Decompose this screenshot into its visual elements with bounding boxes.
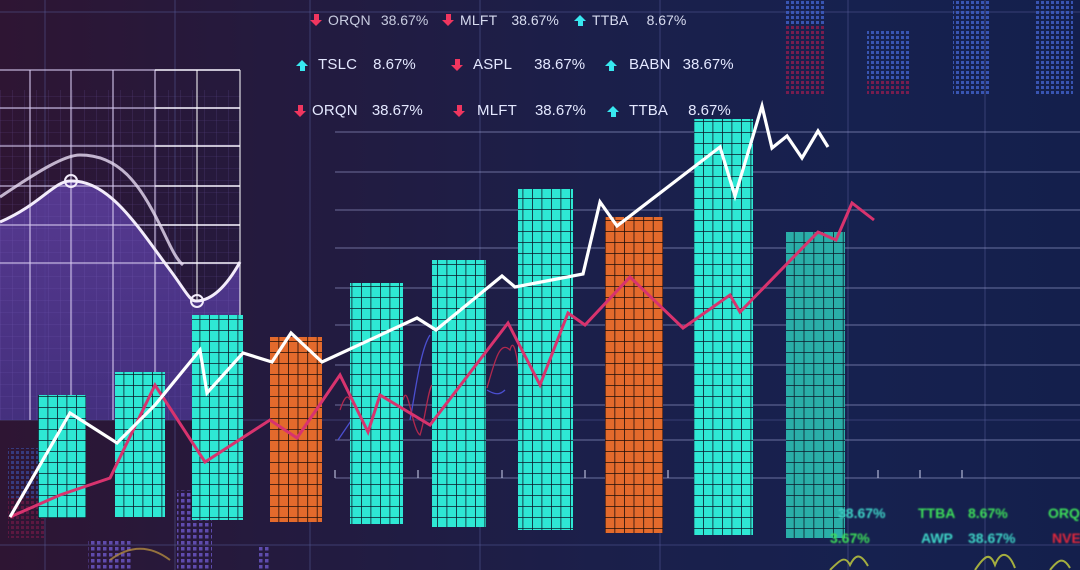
ticker-value: 8.67%	[688, 102, 731, 119]
bar-8	[605, 217, 663, 533]
ticker-orqn-1: ORQN 38.67%	[310, 12, 428, 28]
ticker-value: 38.67%	[511, 12, 559, 28]
bar-10	[786, 232, 845, 538]
ticker-orqn-2: ORQN 38.67%	[294, 102, 423, 119]
bar-6	[432, 260, 486, 527]
ticker-symbol: TTBA	[592, 12, 629, 28]
bar-3	[192, 315, 243, 520]
ticker-symbol: TTBA	[629, 102, 669, 119]
bottom-ticker-symbol: AWP	[921, 530, 953, 546]
up-arrow-icon	[296, 59, 308, 71]
ticker-value: 8.67%	[373, 56, 416, 73]
bottom-ticker-symbol: NVE	[1052, 530, 1080, 546]
bar-9	[694, 119, 753, 535]
ticker-symbol: ASPL	[473, 56, 513, 73]
ticker-value: 38.67%	[534, 102, 586, 119]
bottom-ticker-value: 8.67%	[968, 505, 1008, 521]
bottom-ticker-symbol: TTBA	[918, 505, 956, 521]
ticker-tslc: TSLC 8.67%	[296, 56, 416, 73]
bottom-ticker-value: 38.67%	[838, 505, 886, 521]
ticker-mlft-2: MLFT 38.67%	[453, 102, 586, 119]
ticker-value: 38.67%	[534, 56, 586, 73]
axis-ticks	[334, 470, 963, 478]
up-arrow-icon	[574, 15, 586, 26]
down-arrow-icon	[453, 104, 465, 117]
bar-2	[115, 372, 165, 517]
ticker-value: 38.67%	[380, 12, 429, 28]
ticker-ttba-2: TTBA 8.67%	[607, 102, 731, 119]
inset-wave-chart	[0, 69, 242, 420]
bottom-ticker-symbol: ORQ	[1048, 505, 1080, 521]
ticker-symbol: MLFT	[477, 102, 517, 119]
down-arrow-icon	[451, 58, 463, 71]
ticker-aspl: ASPL 38.67%	[451, 56, 585, 73]
ticker-symbol: BABN	[629, 56, 671, 73]
bottom-ticker-value: 38.67%	[968, 530, 1016, 546]
ticker-babn: BABN 38.67%	[605, 56, 734, 73]
ticker-value: 38.67%	[682, 56, 734, 73]
ticker-symbol: TSLC	[318, 56, 358, 73]
ticker-value: 38.67%	[371, 102, 423, 119]
up-arrow-icon	[607, 105, 619, 117]
pink-trend-line	[9, 200, 875, 519]
down-arrow-icon	[442, 14, 454, 26]
ticker-value: 8.67%	[646, 12, 687, 28]
down-arrow-icon	[294, 104, 306, 117]
down-arrow-icon	[310, 14, 322, 26]
ticker-ttba-1: TTBA 8.67%	[574, 12, 686, 28]
bottom-ticker-value: 3.67%	[830, 530, 870, 546]
bottom-mini-sparkline	[109, 547, 1071, 570]
bar-4	[270, 337, 322, 522]
ticker-symbol: ORQN	[328, 12, 371, 28]
ticker-symbol: ORQN	[312, 102, 358, 119]
ticker-symbol: MLFT	[460, 12, 498, 28]
up-arrow-icon	[605, 59, 617, 71]
white-trend-line	[8, 99, 830, 518]
ticker-mlft-1: MLFT 38.67%	[442, 12, 559, 28]
